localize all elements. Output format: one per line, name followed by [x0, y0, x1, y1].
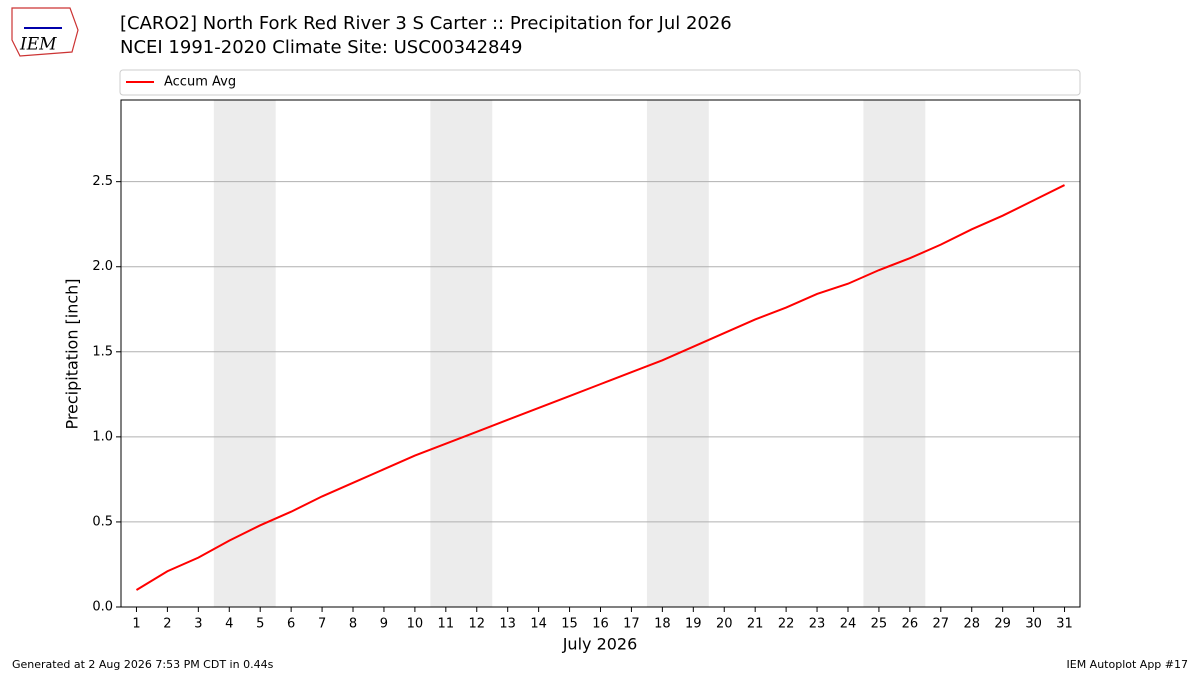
x-tick-label: 30 [1025, 617, 1042, 632]
y-tick-label: 1.5 [92, 344, 113, 359]
x-axis-label: July 2026 [562, 635, 638, 654]
x-tick-label: 28 [963, 617, 980, 632]
weekend-band [213, 100, 276, 607]
x-tick-label: 21 [747, 617, 764, 632]
x-tick-label: 22 [778, 617, 795, 632]
y-tick-label: 2.5 [92, 174, 113, 189]
x-tick-label: 13 [499, 617, 516, 632]
x-tick-label: 2 [163, 617, 171, 632]
x-tick-label: 19 [685, 617, 702, 632]
weekend-band [430, 100, 493, 607]
x-tick-label: 29 [994, 617, 1011, 632]
x-tick-label: 18 [654, 617, 671, 632]
x-tick-label: 31 [1056, 617, 1073, 632]
x-tick-label: 12 [468, 617, 485, 632]
x-tick-label: 15 [561, 617, 578, 632]
x-tick-label: 26 [902, 617, 919, 632]
y-tick-label: 1.0 [92, 429, 113, 444]
logo-outline [11, 7, 79, 57]
y-axis-label: Precipitation [inch] [63, 278, 82, 429]
weekend-band [863, 100, 926, 607]
x-tick-label: 14 [530, 617, 547, 632]
chart-title: [CARO2] North Fork Red River 3 S Carter … [120, 13, 732, 34]
plot-frame [120, 99, 1081, 608]
x-tick-label: 6 [287, 617, 295, 632]
x-tick-label: 24 [840, 617, 857, 632]
logo: IEM [11, 7, 79, 57]
logo-text: IEM [19, 35, 57, 55]
chart-subtitle: NCEI 1991-2020 Climate Site: USC00342849 [120, 37, 522, 58]
x-tick-label: 23 [809, 617, 826, 632]
x-tick-label: 1 [132, 617, 140, 632]
x-tick-label: 9 [380, 617, 388, 632]
footer-left: Generated at 2 Aug 2026 7:53 PM CDT in 0… [12, 658, 274, 671]
y-tick-label: 2.0 [92, 259, 113, 274]
y-tick-label: 0.0 [92, 600, 113, 615]
x-tick-label: 11 [438, 617, 455, 632]
x-tick-label: 10 [407, 617, 424, 632]
x-tick-label: 8 [349, 617, 357, 632]
x-tick-label: 4 [225, 617, 233, 632]
data-line [135, 184, 1065, 591]
x-tick-label: 3 [194, 617, 202, 632]
x-tick-label: 25 [871, 617, 888, 632]
footer-right: IEM Autoplot App #17 [1067, 658, 1189, 671]
legend-label: Accum Avg [164, 75, 236, 90]
x-tick-label: 5 [256, 617, 264, 632]
x-tick-label: 20 [716, 617, 733, 632]
legend-box [119, 69, 1081, 96]
x-tick-label: 7 [318, 617, 326, 632]
x-tick-label: 27 [933, 617, 950, 632]
x-tick-label: 16 [592, 617, 609, 632]
y-tick-label: 0.5 [92, 514, 113, 529]
x-tick-label: 17 [623, 617, 640, 632]
